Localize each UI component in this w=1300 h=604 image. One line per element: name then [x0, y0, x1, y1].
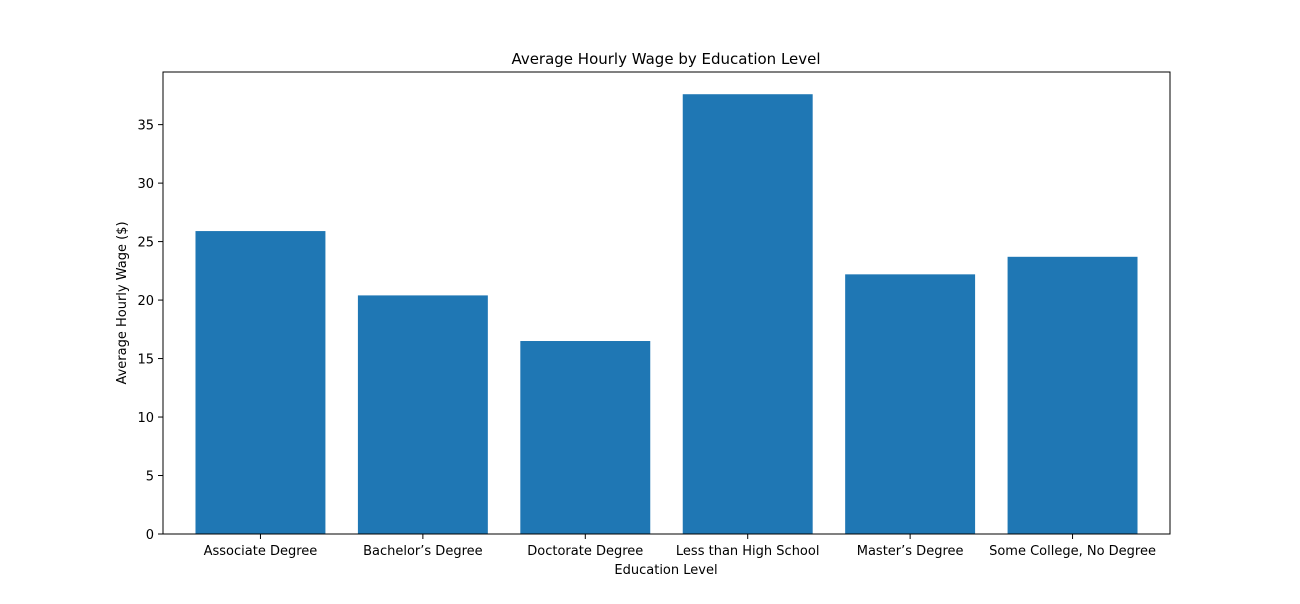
y-axis: 0 5 10 15 20 25 30 35	[137, 119, 163, 543]
x-axis: Associate Degree Bachelor’s Degree Doctora…	[204, 534, 1156, 559]
bar	[1007, 256, 1138, 534]
x-tick-label: Associate Degree	[204, 544, 318, 559]
y-tick-label: 30	[137, 177, 154, 192]
y-tick-label: 10	[137, 411, 154, 426]
y-tick-label: 25	[137, 236, 154, 251]
x-axis-label: Education Level	[614, 563, 717, 578]
y-tick-label: 15	[137, 353, 154, 368]
bar	[682, 94, 813, 535]
y-tick-label: 35	[137, 119, 154, 134]
x-tick-label: Doctorate Degree	[527, 544, 643, 559]
y-tick-label: 5	[146, 470, 154, 485]
x-tick-label: Some College, No Degree	[989, 544, 1156, 559]
chart-title: Average Hourly Wage by Education Level	[511, 50, 820, 68]
bar	[357, 295, 488, 534]
bars-group	[195, 94, 1138, 535]
x-tick-label: Bachelor’s Degree	[363, 544, 483, 559]
x-tick-label: Less than High School	[676, 544, 820, 559]
bar	[845, 274, 976, 534]
y-axis-label: Average Hourly Wage ($)	[115, 221, 130, 384]
plot-area-frame	[162, 71, 1171, 535]
y-tick-label: 20	[137, 294, 154, 309]
x-tick-label: Master’s Degree	[857, 544, 964, 559]
bar	[520, 341, 651, 534]
bar	[195, 231, 326, 534]
y-tick-label: 0	[146, 528, 154, 543]
